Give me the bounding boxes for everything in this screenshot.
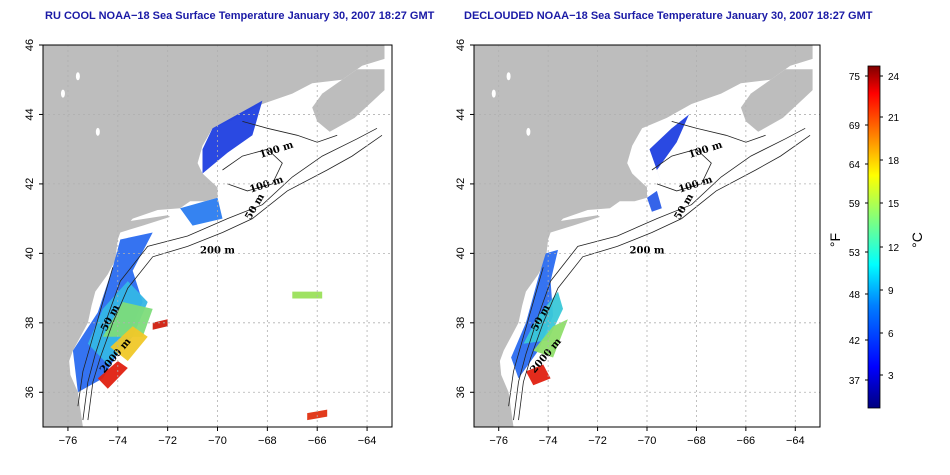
left-panel-title: RU COOL NOAA−18 Sea Surface Temperature …: [45, 10, 435, 22]
x-tick-label: −68: [258, 435, 277, 447]
x-tick-label: −70: [208, 435, 227, 447]
colorbar-f-label: 37: [849, 376, 861, 387]
sst-patch: [647, 190, 662, 212]
x-tick-label: −68: [687, 435, 706, 447]
lake: [491, 89, 496, 98]
colorbar-c-label: 18: [888, 156, 900, 167]
y-tick-label: 42: [455, 178, 467, 190]
x-tick-label: −64: [358, 435, 377, 447]
x-tick-label: −66: [308, 435, 327, 447]
x-tick-label: −72: [158, 435, 177, 447]
sst-patch: [102, 302, 153, 337]
colorbar-c-label: 24: [888, 72, 900, 83]
depth-contour: [82, 127, 378, 421]
nova-scotia-land: [312, 69, 385, 132]
sst-patch: [525, 364, 551, 386]
y-tick-label: 36: [455, 386, 467, 398]
colorbar-c-label: 21: [888, 113, 900, 124]
y-tick-label: 46: [24, 39, 36, 51]
y-tick-label: 44: [24, 108, 36, 120]
y-tick-label: 36: [24, 386, 36, 398]
colorbar-c-label: 15: [888, 199, 900, 210]
colorbar-f-label: 75: [849, 72, 861, 83]
colorbar-f-label: 64: [849, 160, 861, 171]
lake: [60, 89, 65, 98]
colorbar-f-label: 42: [849, 336, 861, 347]
y-tick-label: 44: [455, 108, 467, 120]
colorbar-gradient: [867, 65, 881, 409]
sst-patch: [292, 291, 323, 299]
right-panel-title: DECLOUDED NOAA−18 Sea Surface Temperatur…: [464, 10, 873, 22]
sst-patch: [511, 249, 558, 379]
sst-patch: [649, 114, 689, 184]
lake: [95, 127, 100, 136]
x-tick-label: −72: [588, 435, 607, 447]
colorbar-f-label: 48: [849, 290, 861, 301]
x-tick-label: −76: [489, 435, 508, 447]
long-island-land: [120, 215, 171, 233]
sst-patch: [110, 326, 148, 361]
sst-patch: [97, 361, 128, 389]
depth-contour: [508, 267, 544, 407]
depth-contour: [671, 121, 766, 143]
nova-scotia-land: [740, 69, 813, 132]
lake: [526, 127, 531, 136]
sst-patch: [180, 197, 223, 226]
x-tick-label: −74: [539, 435, 558, 447]
depth-contour: [222, 148, 283, 192]
colorbar-f-label: 59: [849, 199, 861, 210]
colorbar-c-label: 6: [888, 329, 894, 340]
y-tick-label: 38: [455, 317, 467, 329]
colorbar-f-label: 69: [849, 121, 861, 132]
unit-fahrenheit: °F: [827, 233, 843, 247]
x-tick-label: −76: [59, 435, 78, 447]
colorbar-f-label: 53: [849, 248, 861, 259]
depth-contour: [513, 127, 806, 421]
lake: [506, 72, 511, 81]
x-tick-label: −64: [786, 435, 805, 447]
y-tick-label: 46: [455, 39, 467, 51]
colorbar-c-label: 9: [888, 286, 894, 297]
depth-contour: [87, 134, 383, 421]
long-island-land: [550, 215, 600, 233]
y-tick-label: 42: [24, 178, 36, 190]
y-tick-label: 40: [455, 247, 467, 259]
colorbar-c-label: 3: [888, 371, 894, 382]
temperature-colorbar: 75 69 64 59 53 48 42 37 24 21 18 15 12 9 6 3 °F °C: [827, 65, 925, 409]
sst-patch: [152, 319, 168, 330]
y-tick-label: 38: [24, 317, 36, 329]
depth-contour: [77, 267, 114, 407]
land-mass: [474, 45, 813, 427]
colorbar-c-label: 12: [888, 243, 900, 254]
land-mass: [43, 45, 385, 427]
depth-contour: [242, 121, 338, 143]
y-tick-label: 40: [24, 247, 36, 259]
x-tick-label: −66: [737, 435, 756, 447]
x-tick-label: −70: [638, 435, 657, 447]
x-tick-label: −74: [108, 435, 127, 447]
depth-contour: [518, 134, 811, 421]
sst-patch: [307, 409, 328, 421]
lake: [75, 72, 80, 81]
unit-celsius: °C: [909, 232, 925, 248]
depth-contour: [651, 148, 712, 192]
sst-patch: [533, 319, 568, 358]
